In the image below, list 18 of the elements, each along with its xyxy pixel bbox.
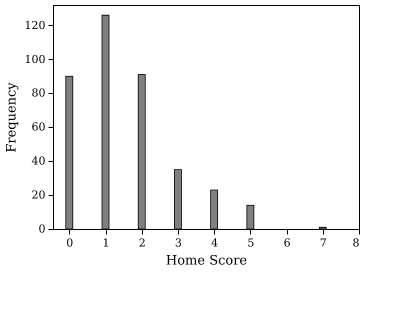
y-tick-label: 40 [32, 154, 46, 168]
x-tick-label: 7 [320, 236, 327, 250]
y-tick-label: 60 [32, 120, 46, 134]
y-tick-label: 20 [32, 188, 46, 202]
y-tick-label: 80 [32, 86, 46, 100]
y-tick-label: 120 [24, 18, 46, 32]
x-axis-title: Home Score [166, 254, 248, 268]
x-tick-label: 1 [102, 236, 110, 250]
x-tick-label: 8 [352, 236, 360, 250]
x-tick-label: 4 [211, 236, 218, 250]
x-tick-label: 6 [284, 236, 291, 250]
x-tick-label: 2 [138, 236, 146, 250]
y-axis-title: Frequency [4, 82, 20, 153]
y-tick-label: 0 [38, 222, 46, 236]
y-tick-label: 100 [24, 52, 46, 66]
x-tick-label: 5 [247, 236, 254, 250]
x-tick-label: 3 [174, 236, 182, 250]
x-tick-label: 0 [66, 236, 74, 250]
